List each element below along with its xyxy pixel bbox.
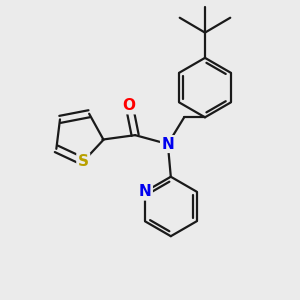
Text: O: O (123, 98, 136, 113)
Text: S: S (78, 154, 89, 169)
Text: N: N (139, 184, 152, 199)
Text: N: N (161, 136, 174, 152)
